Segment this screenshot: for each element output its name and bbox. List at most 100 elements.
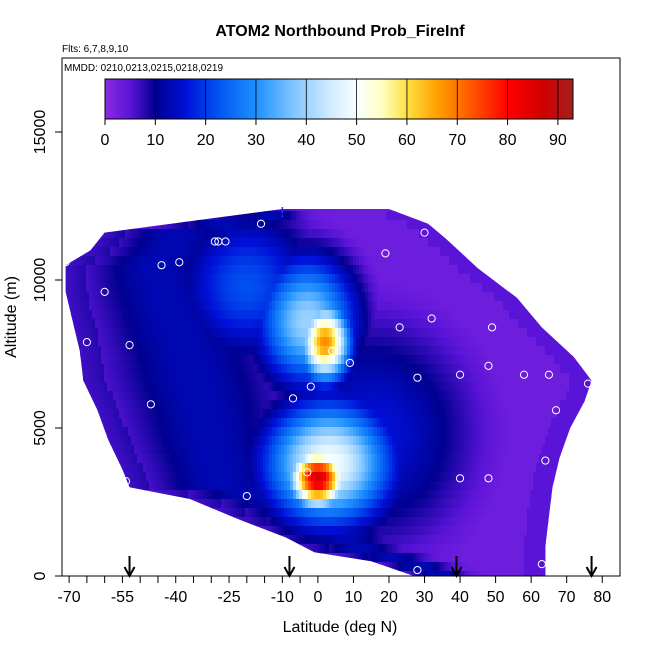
heatmap-cell [83, 346, 87, 356]
heatmap-cell [104, 328, 108, 338]
heatmap-cell [428, 337, 432, 347]
heatmap-cell [257, 319, 261, 329]
heatmap-cell [449, 346, 453, 356]
heatmap-cell [98, 328, 102, 338]
heatmap-cell [542, 355, 546, 365]
heatmap-cell [317, 229, 321, 239]
heatmap-cell [275, 391, 279, 401]
heatmap-cell [344, 283, 348, 293]
heatmap-cell [227, 328, 231, 338]
heatmap-cell [389, 427, 393, 437]
heatmap-cell [176, 247, 180, 257]
heatmap-cell [425, 274, 429, 284]
heatmap-cell [113, 355, 117, 365]
heatmap-cell [521, 346, 525, 356]
heatmap-cell [383, 274, 387, 284]
heatmap-cell [410, 256, 414, 266]
heatmap-cell [188, 400, 192, 410]
heatmap-cell [311, 364, 315, 374]
heatmap-cell [149, 229, 153, 239]
heatmap-cell [350, 319, 354, 329]
heatmap-cell [275, 211, 279, 221]
heatmap-cell [293, 382, 297, 392]
heatmap-cell [260, 256, 264, 266]
heatmap-cell [161, 391, 165, 401]
heatmap-cell [212, 355, 216, 365]
heatmap-cell [134, 382, 138, 392]
heatmap-cell [326, 418, 330, 428]
heatmap-cell [140, 301, 144, 311]
heatmap-cell [425, 283, 429, 293]
heatmap-cell [491, 436, 495, 446]
heatmap-cell [542, 400, 546, 410]
heatmap-cell [371, 427, 375, 437]
heatmap-cell [470, 319, 474, 329]
heatmap-cell [362, 319, 366, 329]
heatmap-cell [281, 409, 285, 419]
heatmap-cell [473, 274, 477, 284]
heatmap-cell [413, 220, 417, 230]
heatmap-cell [239, 220, 243, 230]
heatmap-cell [281, 292, 285, 302]
heatmap-cell [221, 391, 225, 401]
heatmap-cell [542, 346, 546, 356]
heatmap-cell [476, 427, 480, 437]
heatmap-cell [302, 247, 306, 257]
heatmap-cell [125, 346, 129, 356]
heatmap-cell [143, 436, 147, 446]
heatmap-cell [356, 211, 360, 221]
heatmap-cell [296, 346, 300, 356]
heatmap-cell [185, 436, 189, 446]
heatmap-cell [260, 418, 264, 428]
heatmap-cell [443, 337, 447, 347]
heatmap-cell [293, 346, 297, 356]
heatmap-cell [353, 346, 357, 356]
heatmap-cell [503, 364, 507, 374]
heatmap-cell [284, 301, 288, 311]
heatmap-cell [92, 274, 96, 284]
heatmap-cell [227, 364, 231, 374]
heatmap-cell [341, 346, 345, 356]
heatmap-cell [221, 238, 225, 248]
heatmap-cell [278, 328, 282, 338]
heatmap-cell [482, 427, 486, 437]
heatmap-cell [275, 220, 279, 230]
heatmap-cell [470, 400, 474, 410]
heatmap-cell [257, 337, 261, 347]
heatmap-cell [173, 382, 177, 392]
heatmap-cell [290, 301, 294, 311]
heatmap-cell [128, 292, 132, 302]
heatmap-cell [215, 355, 219, 365]
heatmap-cell [359, 283, 363, 293]
heatmap-cell [536, 427, 540, 437]
heatmap-cell [332, 400, 336, 410]
heatmap-cell [263, 310, 267, 320]
heatmap-cell [116, 238, 120, 248]
heatmap-cell [416, 274, 420, 284]
heatmap-cell [416, 409, 420, 419]
heatmap-cell [521, 436, 525, 446]
heatmap-cell [392, 427, 396, 437]
heatmap-cell [278, 346, 282, 356]
heatmap-cell [377, 364, 381, 374]
heatmap-cell [104, 427, 108, 437]
heatmap-cell [419, 427, 423, 437]
heatmap-cell [212, 418, 216, 428]
heatmap-cell [572, 355, 576, 365]
heatmap-cell [275, 418, 279, 428]
heatmap-cell [440, 391, 444, 401]
heatmap-cell [95, 400, 99, 410]
heatmap-cell [137, 292, 141, 302]
heatmap-cell [269, 229, 273, 239]
heatmap-cell [182, 391, 186, 401]
heatmap-cell [389, 238, 393, 248]
heatmap-cell [152, 274, 156, 284]
heatmap-cell [446, 283, 450, 293]
heatmap-cell [332, 418, 336, 428]
heatmap-cell [356, 209, 360, 212]
heatmap-cell [464, 409, 468, 419]
heatmap-cell [398, 328, 402, 338]
heatmap-cell [194, 346, 198, 356]
heatmap-cell [479, 382, 483, 392]
heatmap-cell [140, 328, 144, 338]
